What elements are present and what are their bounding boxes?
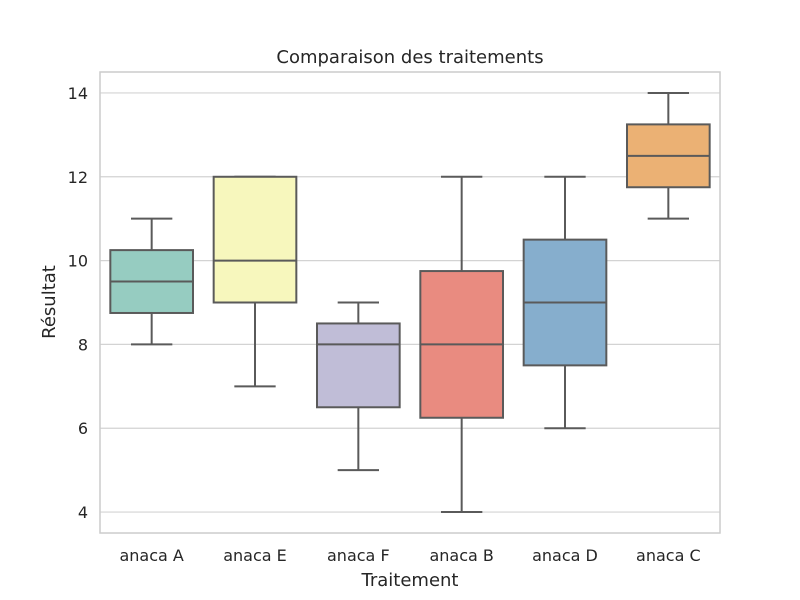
y-tick-label: 4 — [78, 503, 88, 522]
y-tick-label: 6 — [78, 419, 88, 438]
box-anaca-e — [212, 175, 298, 388]
x-axis-label: Traitement — [361, 570, 459, 591]
x-tick-label: anaca D — [532, 546, 598, 565]
iqr-box — [316, 322, 401, 409]
x-tick-labels: anaca A anaca E anaca F anaca B anaca D anaca… — [119, 546, 700, 565]
box-anaca-b — [419, 175, 505, 514]
y-tick-labels: 4 6 8 10 12 14 — [68, 84, 88, 522]
boxes-group — [109, 91, 711, 514]
y-tick-label: 14 — [68, 84, 88, 103]
box-anaca-f — [316, 301, 401, 472]
y-tick-label: 10 — [68, 252, 88, 271]
x-tick-label: anaca A — [119, 546, 183, 565]
chart-title: Comparaison des traitements — [276, 47, 543, 68]
box-anaca-c — [626, 91, 711, 220]
iqr-box — [212, 175, 298, 304]
y-tick-label: 8 — [78, 335, 88, 354]
x-tick-label: anaca C — [636, 546, 701, 565]
y-tick-label: 12 — [68, 168, 88, 187]
x-tick-label: anaca B — [429, 546, 493, 565]
grid-lines — [100, 92, 720, 513]
plot-frame — [99, 71, 721, 534]
y-axis-label: Résultat — [39, 265, 60, 339]
x-tick-label: anaca E — [223, 546, 287, 565]
box-anaca-d — [522, 175, 608, 430]
x-tick-label: anaca F — [327, 546, 390, 565]
box-anaca-a — [109, 217, 194, 346]
